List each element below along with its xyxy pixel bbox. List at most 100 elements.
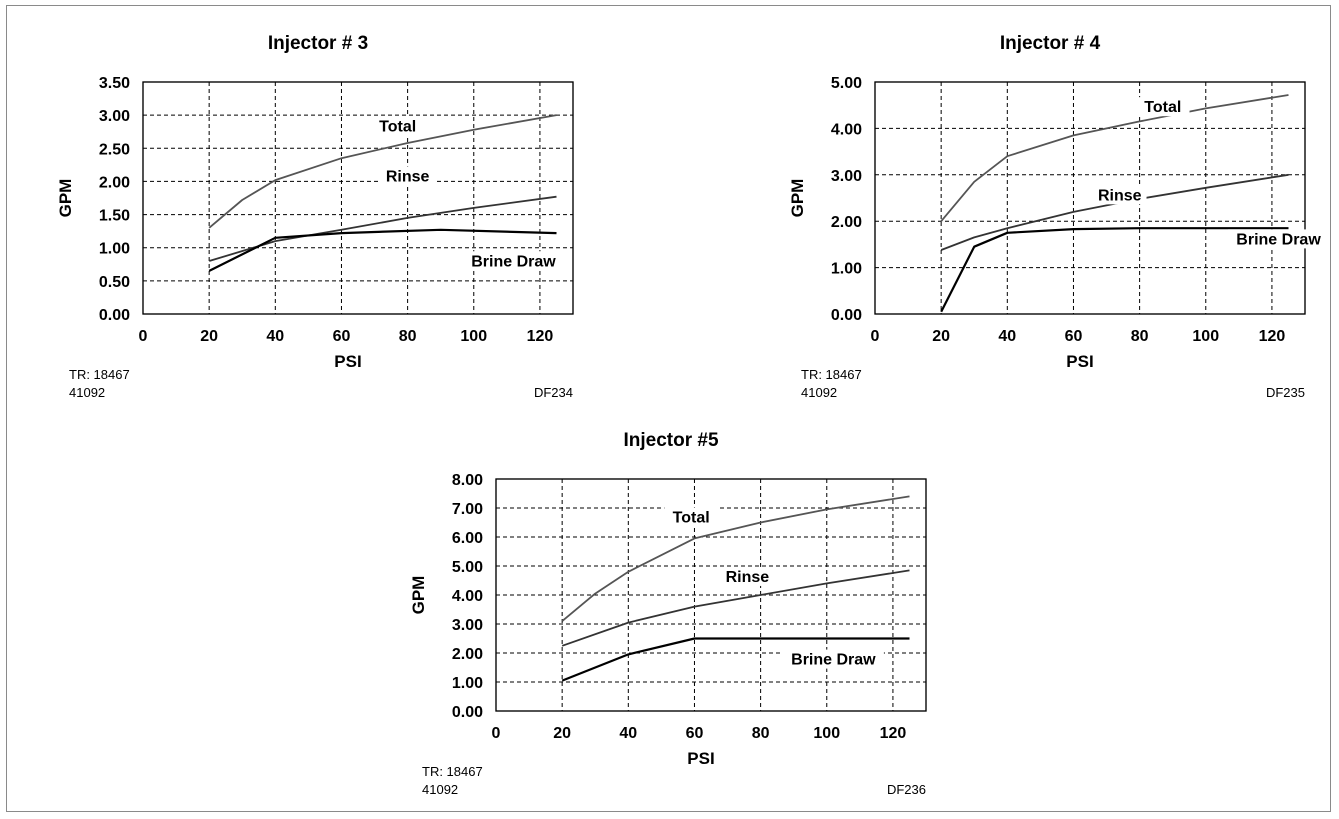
chart-injector-4: 0 20 40 60 80 100 120 0.00 1.00 2.00 3.00 4.00 5.00 T…	[759, 22, 1330, 422]
series-label: Brine Draw	[791, 652, 876, 669]
note-tr: TR: 18467	[422, 764, 483, 779]
note-part: 41092	[801, 385, 837, 400]
x-tick-label: 0	[492, 725, 501, 742]
y-tick-label: 1.00	[831, 261, 862, 278]
series-label: Brine Draw	[1236, 231, 1321, 248]
y-tick-label: 0.00	[831, 307, 862, 324]
series-line-total	[940, 94, 1289, 222]
note-part: 41092	[422, 782, 458, 797]
y-tick-label: 5.00	[452, 559, 483, 576]
x-axis-label: PSI	[1066, 352, 1093, 371]
note-tr: TR: 18467	[69, 367, 130, 382]
y-tick-label: 1.50	[99, 208, 130, 225]
chart-injector-3: 0 20 40 60 80 100 120 0.00 0.50 1.00 1.50 2.00 2.50 3…	[27, 22, 587, 422]
series-label-bg	[1136, 97, 1190, 117]
series-line-brine-draw	[208, 228, 557, 272]
chart-injector-4-svg: 0 20 40 60 80 100 120 0.00 1.00 2.00 3.00 4.00 5.00 T…	[788, 33, 1330, 400]
series-label-bg	[1228, 229, 1330, 249]
y-tick-label: 0.00	[99, 307, 130, 324]
series-label: Brine Draw	[471, 253, 556, 270]
y-tick-label: 0.50	[99, 274, 130, 291]
plot-area	[142, 81, 574, 315]
x-tick-label: 120	[880, 725, 907, 742]
x-axis-label: PSI	[687, 749, 714, 768]
chart-title: Injector # 3	[268, 33, 368, 54]
y-axis-label: GPM	[788, 179, 807, 218]
series-label: Total	[1144, 99, 1181, 116]
x-tick-label: 0	[139, 328, 148, 345]
x-tick-label: 60	[333, 328, 351, 345]
chart-title: Injector # 4	[1000, 33, 1101, 54]
series-label: Total	[379, 119, 416, 136]
y-tick-label: 3.00	[831, 168, 862, 185]
y-tick-label: 0.00	[452, 704, 483, 721]
series-label-bg	[370, 116, 425, 136]
series-label-bg	[664, 507, 718, 527]
x-tick-label: 60	[1065, 328, 1083, 345]
x-tick-label: 120	[527, 328, 554, 345]
x-tick-label: 20	[553, 725, 571, 742]
x-tick-label: 40	[266, 328, 284, 345]
y-axis-label: GPM	[409, 576, 428, 615]
series-label: Rinse	[386, 168, 430, 185]
y-tick-label: 6.00	[452, 530, 483, 547]
series-line-rinse	[940, 173, 1289, 251]
series-line-total	[561, 495, 910, 622]
x-tick-label: 120	[1259, 328, 1286, 345]
plot-border	[142, 81, 574, 315]
x-tick-label: 80	[399, 328, 417, 345]
series-label-bg	[462, 251, 564, 271]
y-tick-label: 1.00	[99, 241, 130, 258]
series-label-bg	[720, 566, 775, 586]
y-tick-label: 7.00	[452, 501, 483, 518]
chart-injector-5: 0 20 40 60 80 100 120 0.00 1.00 2.00 3.00 4.00 5.00 6…	[380, 419, 940, 819]
y-tick-label: 1.00	[452, 675, 483, 692]
series-label: Total	[673, 510, 710, 527]
y-tick-label: 3.50	[99, 75, 130, 92]
series-line-brine-draw	[940, 227, 1289, 313]
series-label-bg	[380, 166, 435, 186]
series-label-bg	[1093, 185, 1147, 205]
x-tick-label: 100	[460, 328, 487, 345]
plot-border	[874, 81, 1306, 315]
series-label-bg	[782, 649, 884, 669]
y-tick-label: 4.00	[452, 588, 483, 605]
plot-border	[495, 478, 927, 712]
x-tick-label: 40	[998, 328, 1016, 345]
x-tick-label: 80	[752, 725, 770, 742]
series-line-rinse	[561, 569, 910, 647]
y-tick-label: 8.00	[452, 472, 483, 489]
y-tick-label: 2.00	[99, 174, 130, 191]
y-tick-label: 4.00	[831, 121, 862, 138]
x-tick-label: 100	[1192, 328, 1219, 345]
x-tick-label: 100	[813, 725, 840, 742]
x-tick-label: 60	[686, 725, 704, 742]
x-tick-label: 20	[932, 328, 950, 345]
chart-injector-5-svg: 0 20 40 60 80 100 120 0.00 1.00 2.00 3.00 4.00 5.00 6…	[409, 430, 927, 797]
x-tick-label: 40	[619, 725, 637, 742]
note-code: DF234	[534, 385, 573, 400]
x-tick-label: 0	[871, 328, 880, 345]
series-line-brine-draw	[561, 637, 910, 682]
y-tick-label: 2.00	[831, 214, 862, 231]
chart-injector-3-svg: 0 20 40 60 80 100 120 0.00 0.50 1.00 1.50 2.00 2.50 3…	[56, 33, 574, 400]
x-axis-label: PSI	[334, 352, 361, 371]
y-axis-label: GPM	[56, 179, 75, 218]
series-label: Rinse	[1098, 187, 1142, 204]
note-code: DF236	[887, 782, 926, 797]
y-tick-label: 5.00	[831, 75, 862, 92]
y-tick-label: 3.00	[452, 617, 483, 634]
x-tick-label: 80	[1131, 328, 1149, 345]
note-part: 41092	[69, 385, 105, 400]
figure-frame: 0 20 40 60 80 100 120 0.00 0.50 1.00 1.50 2.00 2.50 3…	[6, 5, 1331, 812]
y-tick-label: 2.00	[452, 646, 483, 663]
series-label: Rinse	[726, 569, 770, 586]
y-tick-label: 2.50	[99, 141, 130, 158]
plot-area	[874, 81, 1306, 315]
note-tr: TR: 18467	[801, 367, 862, 382]
x-tick-label: 20	[200, 328, 218, 345]
chart-title: Injector #5	[623, 430, 718, 451]
series-line-total	[208, 114, 557, 229]
y-tick-label: 3.00	[99, 108, 130, 125]
note-code: DF235	[1266, 385, 1305, 400]
